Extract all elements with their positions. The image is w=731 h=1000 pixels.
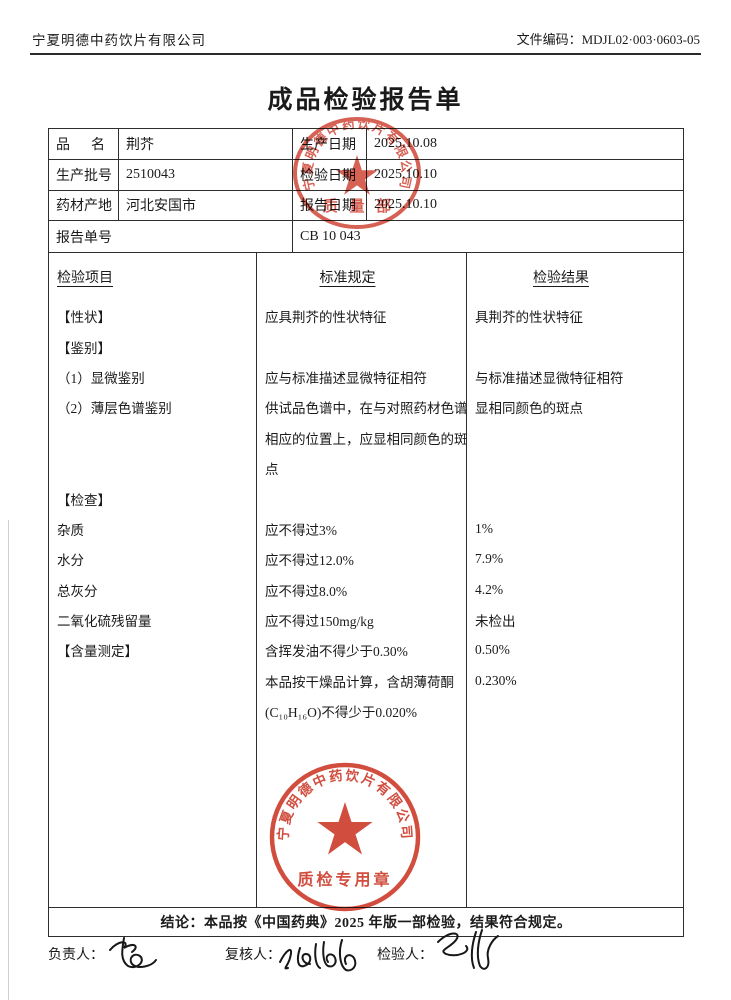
test-result: 0.230% <box>475 672 517 688</box>
info-label: 品 名 <box>49 129 119 160</box>
info-label: 检验日期 <box>293 159 367 191</box>
standard-spec: 点 <box>265 462 279 478</box>
info-value: 荆芥 <box>119 129 293 160</box>
responsible-signature <box>109 937 157 968</box>
product-info-section: 品 名 荆芥 生产日期 2025.10.08 生产批号 2510043 检验日期… <box>49 129 683 253</box>
test-result <box>467 696 683 726</box>
standard-spec: 含挥发油不得少于0.30% <box>265 644 408 660</box>
column-header-standard-label: 标准规定 <box>319 271 376 286</box>
inspection-item <box>49 696 256 726</box>
standard-spec: 应不得过12.0% <box>265 553 354 569</box>
standard-spec: 相应的位置上，应显相同颜色的斑 <box>265 431 466 447</box>
column-header-standard: 标准规定 <box>257 253 466 301</box>
info-value: 2025.10.10 <box>367 160 683 191</box>
test-result: 0.50% <box>475 642 510 658</box>
inspection-item: 水分 <box>57 553 84 569</box>
info-label: 药材产地 <box>49 190 119 222</box>
reviewer-signature <box>279 939 357 972</box>
inspection-item: 总灰分 <box>57 583 98 599</box>
report-number-label: 报告单号 <box>49 221 293 252</box>
page-edge-line <box>8 520 9 1000</box>
standard-spec: 本品按干燥品计算，含胡薄荷酮 <box>265 674 454 690</box>
info-value: 2025.10.10 <box>367 191 683 222</box>
inspection-item: 二氧化硫残留量 <box>57 614 152 630</box>
test-result: 7.9% <box>475 551 504 567</box>
conclusion-text: 结论：本品按《中国药典》2025 年版一部检验，结果符合规定。 <box>160 916 572 931</box>
inspection-results-column: 检验结果 具荆芥的性状特征 与标准描述显微特征相符 显相同颜色的斑点 1% 7.… <box>467 253 683 907</box>
test-result <box>467 423 683 453</box>
info-label: 生产批号 <box>49 159 119 191</box>
inspection-item: 【含量测定】 <box>57 644 138 660</box>
column-header-result: 检验结果 <box>467 253 683 301</box>
document-code: 文件编码：MDJL02·003·0603-05 <box>516 32 700 47</box>
inspection-items-column: 检验项目 【性状】 【鉴别】 （1）显微鉴别 （2）薄层色谱鉴别 【检查】 杂质… <box>49 253 257 907</box>
standard-spec: (C₁₀H₁₆O)不得少于0.020% <box>265 705 417 721</box>
inspection-section: 检验项目 【性状】 【鉴别】 （1）显微鉴别 （2）薄层色谱鉴别 【检查】 杂质… <box>49 253 683 907</box>
header-divider <box>30 53 701 55</box>
inspection-item: 【检查】 <box>57 492 111 508</box>
inspection-item: （1）显微鉴别 <box>57 370 145 386</box>
report-number-value: CB 10 043 <box>300 228 361 244</box>
standard-spec: 供试品色谱中，在与对照药材色谱 <box>265 401 466 417</box>
column-header-items: 检验项目 <box>49 253 256 301</box>
inspector-label: 检验人： <box>377 948 433 963</box>
column-header-items-label: 检验项目 <box>57 271 113 286</box>
test-result: 具荆芥的性状特征 <box>475 310 583 326</box>
standard-spec: 应不得过3% <box>265 522 337 538</box>
inspection-item: 杂质 <box>57 522 84 538</box>
info-label: 生产日期 <box>293 129 367 160</box>
reviewer-label: 复核人： <box>225 948 281 963</box>
info-value: 2025.10.08 <box>367 129 683 160</box>
column-header-result-label: 检验结果 <box>533 271 589 286</box>
test-result: 4.2% <box>475 581 504 597</box>
page-title: 成品检验报告单 <box>267 87 464 114</box>
standard-spec: 应不得过8.0% <box>265 583 348 599</box>
inspection-item <box>49 453 256 483</box>
company-name: 宁夏明德中药饮片有限公司 <box>32 33 206 48</box>
test-result <box>467 483 683 513</box>
standard-spec: 应不得过150mg/kg <box>265 614 374 630</box>
standard-spec <box>257 483 466 513</box>
inspection-item <box>49 423 256 453</box>
test-result: 未检出 <box>475 614 516 630</box>
test-result: 显相同颜色的斑点 <box>475 401 583 417</box>
test-result: 1% <box>475 520 493 536</box>
inspection-item: 【性状】 <box>57 310 111 326</box>
conclusion-row: 结论：本品按《中国药典》2025 年版一部检验，结果符合规定。 <box>49 907 683 936</box>
inspection-item: （2）薄层色谱鉴别 <box>57 401 172 417</box>
standard-spec: 应具荆芥的性状特征 <box>265 310 387 326</box>
inspection-standards-column: 标准规定 应具荆芥的性状特征 应与标准描述显微特征相符 供试品色谱中，在与对照药… <box>257 253 467 907</box>
standard-spec: 应与标准描述显微特征相符 <box>265 370 427 386</box>
info-value: 河北安国市 <box>119 190 293 222</box>
inspection-item <box>49 666 256 696</box>
standard-spec <box>257 331 466 361</box>
info-label: 报告日期 <box>293 190 367 222</box>
info-value: 2510043 <box>119 159 293 191</box>
test-result <box>467 453 683 483</box>
report-table: 品 名 荆芥 生产日期 2025.10.08 生产批号 2510043 检验日期… <box>48 128 684 937</box>
test-result <box>467 331 683 361</box>
responsible-label: 负责人： <box>48 948 104 963</box>
inspection-item: 【鉴别】 <box>57 340 111 356</box>
test-result: 与标准描述显微特征相符 <box>475 370 624 386</box>
